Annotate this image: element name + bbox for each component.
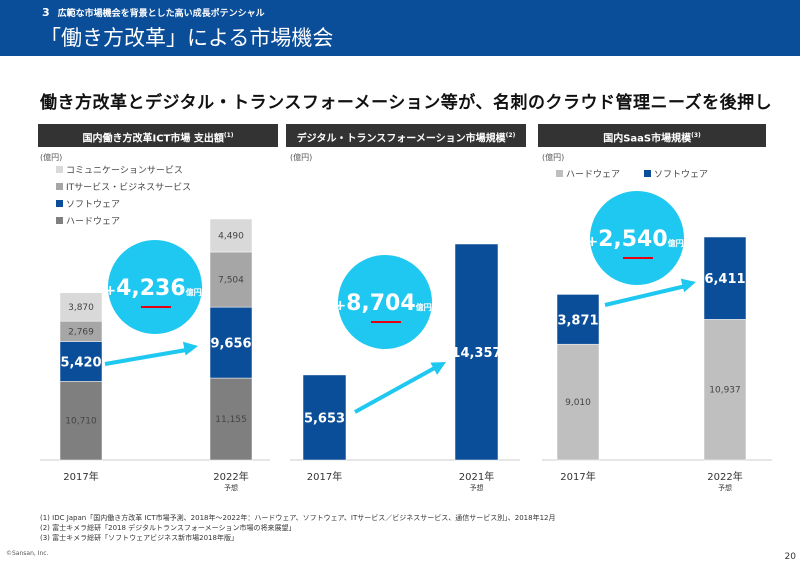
category-label: 2017年 — [63, 470, 98, 483]
footnote: (2) 富士キメラ総研「2018 デジタルトランスフォーメーション市場の将来展望… — [40, 524, 296, 532]
category-label: 2017年 — [560, 470, 595, 483]
data-label: 10,937 — [709, 386, 741, 396]
data-label: 3,870 — [68, 303, 94, 313]
bar-segment — [59, 292, 103, 322]
footnotes: (1) IDC Japan「国内働き方改革 ICT市場予測、2018年～2022… — [40, 513, 555, 543]
section-label: 3 広範な市場機会を背景とした高い成長ポテンシャル — [42, 6, 265, 19]
arrow-head — [680, 278, 696, 293]
unit-label: (億円) — [40, 152, 62, 162]
data-label: 2,769 — [68, 327, 94, 337]
category-sublabel: 予想 — [224, 483, 238, 492]
page-title: 「働き方改革」による市場機会 — [40, 26, 334, 50]
bar-segment — [703, 319, 747, 461]
category-label: 2022年 — [213, 470, 248, 483]
growth-arrow — [354, 363, 441, 414]
data-label: 9,656 — [210, 337, 251, 352]
data-label: 5,653 — [304, 411, 345, 426]
data-label: 5,420 — [60, 355, 101, 370]
arrow-head — [430, 362, 446, 375]
panel-title-1: 国内働き方改革ICT市場 支出額(1) — [38, 124, 278, 147]
data-label: 11,155 — [215, 415, 247, 425]
growth-arrow — [104, 347, 193, 366]
bar-segment — [556, 343, 600, 461]
category-label: 2017年 — [307, 470, 342, 483]
footnote: (3) 富士キメラ総研「ソフトウェアビジネス新市場2018年版」 — [40, 534, 238, 542]
legend-label: ハードウェア — [66, 216, 120, 227]
data-label: 9,010 — [565, 398, 591, 408]
data-label: 7,504 — [218, 276, 244, 286]
callout-value: +2,540億円 — [586, 227, 683, 252]
legend-swatch — [556, 170, 563, 177]
copyright: ©Sansan, Inc. — [6, 550, 49, 557]
data-label: 10,710 — [65, 417, 97, 427]
data-label: 4,490 — [218, 231, 244, 241]
data-label: 14,357 — [451, 346, 501, 361]
bar-segment — [703, 236, 747, 320]
headline: 働き方改革とデジタル・トランスフォーメーション等が、名刺のクラウド管理ニーズを後… — [40, 93, 773, 113]
growth-callout — [108, 240, 202, 334]
footnote: (1) IDC Japan「国内働き方改革 ICT市場予測、2018年～2022… — [40, 514, 556, 522]
data-label: 3,871 — [557, 313, 598, 328]
callout-value: +8,704億円 — [334, 291, 431, 316]
category-sublabel: 予想 — [718, 483, 732, 492]
legend-swatch — [56, 200, 63, 207]
growth-callout — [338, 255, 432, 349]
header-bar: 3 広範な市場機会を背景とした高い成長ポテンシャル 「働き方改革」による市場機会 — [0, 0, 800, 56]
unit-label: (億円) — [542, 152, 564, 162]
bar-segment — [556, 294, 600, 345]
legend-label: コミュニケーションサービス — [66, 165, 183, 176]
callout-value: +4,236億円 — [104, 276, 201, 301]
legend-swatch — [56, 183, 63, 190]
legend-swatch — [644, 170, 651, 177]
legend-swatch — [56, 166, 63, 173]
bar-segment — [454, 243, 499, 461]
bar-segment — [59, 381, 103, 461]
legend-label: ソフトウェア — [654, 169, 708, 180]
data-label: 6,411 — [704, 272, 745, 287]
legend-label: ソフトウェア — [66, 199, 120, 210]
legend-label: ハードウェア — [566, 169, 620, 180]
bar-segment — [209, 306, 253, 379]
growth-callout — [590, 191, 684, 285]
panel-title-2: デジタル・トランスフォーメーション市場規模(2) — [286, 124, 526, 147]
category-sublabel: 予想 — [470, 483, 484, 492]
unit-label: (億円) — [290, 152, 312, 162]
bar-segment — [209, 377, 253, 461]
category-label: 2021年 — [459, 470, 494, 483]
arrow-head — [182, 341, 198, 356]
page-number: 20 — [784, 552, 796, 562]
legend-swatch — [56, 217, 63, 224]
growth-arrow — [604, 283, 691, 307]
bar-segment — [302, 374, 347, 461]
panel-title-3: 国内SaaS市場規模(3) — [538, 124, 766, 147]
legend-label: ITサービス・ビジネスサービス — [66, 182, 191, 193]
category-label: 2022年 — [707, 470, 742, 483]
bar-segment — [209, 218, 253, 253]
